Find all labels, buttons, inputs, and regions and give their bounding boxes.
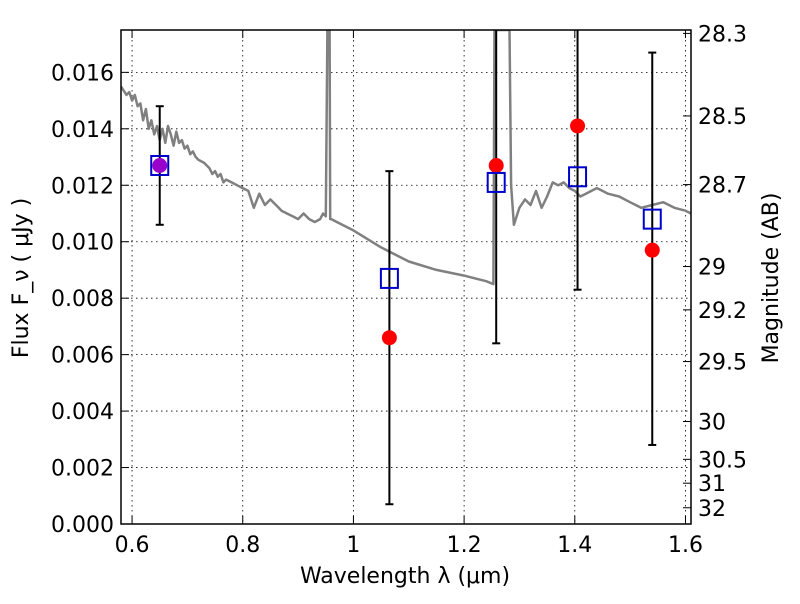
observed-point: [152, 157, 168, 173]
y-tick-label: 0.016: [51, 61, 114, 86]
model-point: [379, 267, 399, 289]
tick-layer: 0.6 0.8 1 1.2 1.4 1.6 0.000 0.002 0.004 0.006 0.00…: [51, 22, 747, 558]
observed-point: [644, 242, 660, 258]
y2-tick-label: 28.7: [698, 174, 747, 199]
model-point: [150, 154, 170, 176]
observed-point: [381, 330, 397, 346]
model-point: [568, 166, 588, 188]
x-tick-label: 0.6: [115, 533, 150, 558]
model-spectrum-line: [121, 30, 691, 286]
y-tick-label: 0.000: [51, 513, 114, 538]
y2-tick-label: 30.5: [698, 448, 747, 473]
observed-point: [570, 118, 586, 134]
y-tick-label: 0.004: [51, 400, 114, 425]
y2-tick-label: 32: [698, 497, 726, 522]
y-tick-label: 0.008: [51, 287, 114, 312]
y2-tick-label: 29: [698, 256, 726, 281]
y2-tick-label: 29.2: [698, 299, 747, 324]
y2-axis-title: Magnitude (AB): [759, 193, 784, 364]
x-tick-label: 1: [346, 533, 360, 558]
y2-tick-label: 28.5: [698, 105, 747, 130]
x-tick-label: 1.4: [557, 533, 592, 558]
y-tick-label: 0.012: [51, 174, 114, 199]
y2-tick-label: 31: [698, 472, 726, 497]
grid-layer: [121, 30, 691, 525]
x-tick-label: 0.8: [225, 533, 260, 558]
spectrum-layer: [121, 30, 691, 286]
x-axis-title: Wavelength λ (μm): [300, 564, 510, 589]
x-tick-label: 1.2: [447, 533, 482, 558]
y-tick-label: 0.002: [51, 457, 114, 482]
y-tick-label: 0.014: [51, 118, 114, 143]
x-tick-label: 1.6: [668, 533, 703, 558]
y-tick-label: 0.010: [51, 231, 114, 256]
model-point: [642, 208, 662, 230]
observed-point: [488, 157, 504, 173]
y-axis-title: Flux F_ν ( μJy ): [9, 198, 34, 358]
y2-tick-label: 28.3: [698, 22, 747, 47]
marker-layer: [150, 118, 662, 346]
y2-tick-label: 29.5: [698, 351, 747, 376]
errorbar-layer: [155, 30, 657, 506]
model-point: [486, 171, 506, 193]
plot-frame: [120, 29, 692, 525]
y2-tick-label: 30: [698, 411, 726, 436]
y-tick-label: 0.006: [51, 344, 114, 369]
